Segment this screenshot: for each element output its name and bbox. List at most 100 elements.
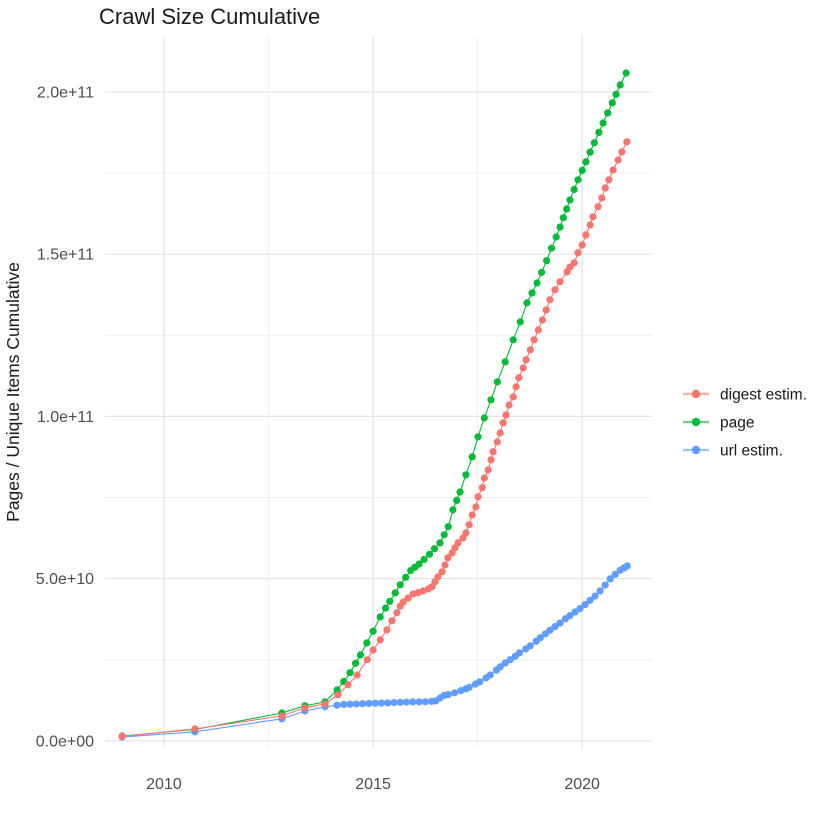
x-axis-tick-labels: 2010 2015 2020 (146, 776, 600, 793)
data-point (480, 474, 488, 482)
data-point (449, 506, 457, 514)
legend-item: page (683, 415, 754, 432)
legend-label: page (720, 415, 754, 432)
data-point (618, 148, 626, 156)
data-point (548, 244, 556, 252)
data-point (396, 581, 404, 589)
data-point (608, 99, 616, 107)
data-point (546, 296, 554, 304)
data-point (563, 205, 571, 213)
data-point (493, 438, 501, 446)
y-axis-label: Pages / Unique Items Cumulative (3, 262, 23, 522)
data-point (502, 411, 510, 419)
data-point (586, 596, 594, 604)
data-point (321, 700, 329, 708)
legend-label: digest estim. (720, 387, 807, 404)
data-point (388, 617, 396, 625)
x-tick-label: 2020 (564, 776, 600, 793)
data-point (516, 318, 524, 326)
data-point (551, 623, 559, 631)
chart-title: Crawl Size Cumulative (99, 4, 320, 29)
data-point (363, 639, 371, 647)
y-tick-label: 2.0e+11 (37, 84, 94, 101)
data-point (566, 612, 574, 620)
data-point (552, 233, 560, 241)
data-point (501, 358, 509, 366)
data-point (486, 671, 494, 679)
data-point (546, 626, 554, 634)
data-point (590, 139, 598, 147)
data-point (523, 299, 531, 307)
data-point (476, 678, 484, 686)
y-tick-label: 1.5e+11 (37, 247, 94, 264)
data-point (333, 701, 341, 709)
legend-key-point (691, 445, 701, 455)
data-point (359, 700, 367, 708)
data-point (571, 608, 579, 616)
data-point (340, 700, 348, 709)
data-point (586, 221, 594, 229)
data-point (596, 587, 604, 595)
data-point (278, 712, 286, 720)
data-point (468, 511, 476, 519)
data-point (605, 176, 613, 184)
x-tick-label: 2015 (355, 776, 391, 793)
data-point (444, 523, 452, 531)
data-point (512, 383, 520, 391)
data-point (390, 699, 398, 707)
data-point (384, 699, 392, 707)
data-point (582, 158, 590, 166)
data-point (365, 699, 373, 708)
data-point (556, 619, 564, 627)
data-point (468, 453, 476, 461)
data-point (493, 378, 501, 386)
data-point (421, 698, 429, 706)
data-point (599, 119, 607, 127)
y-tick-label: 0.0e+00 (36, 733, 94, 750)
data-point (616, 81, 624, 89)
data-point (515, 649, 524, 657)
data-point (420, 555, 428, 564)
data-point (606, 575, 614, 583)
data-point (586, 148, 594, 156)
data-point (489, 448, 497, 456)
data-point (551, 286, 559, 294)
data-point (430, 545, 439, 553)
data-point (454, 539, 462, 547)
data-point (578, 166, 586, 174)
data-point (415, 560, 423, 568)
data-point (409, 698, 417, 706)
data-point (402, 573, 410, 581)
data-point (118, 732, 126, 740)
data-point (191, 725, 199, 733)
data-point (570, 259, 578, 267)
legend-key-point (691, 417, 701, 427)
data-point (623, 562, 631, 570)
data-point (346, 669, 354, 677)
data-point (383, 626, 391, 634)
data-point (404, 594, 412, 602)
data-point (399, 598, 407, 606)
data-point (533, 279, 541, 287)
data-point (351, 659, 360, 667)
data-point (436, 539, 444, 547)
data-point (530, 336, 538, 344)
data-point (480, 414, 488, 422)
data-point (474, 433, 482, 441)
y-tick-label: 5.0e+10 (36, 571, 94, 588)
data-point (499, 419, 507, 427)
data-point (352, 700, 360, 708)
data-point (462, 471, 470, 479)
data-point (574, 249, 582, 257)
data-point (542, 306, 550, 314)
data-point (611, 570, 619, 579)
y-tick-label: 1.0e+11 (37, 409, 94, 426)
data-point (474, 493, 482, 501)
data-point (369, 646, 377, 654)
data-point (566, 196, 574, 204)
data-point (570, 185, 578, 194)
data-point (522, 356, 530, 364)
data-point (538, 316, 547, 324)
data-point (623, 138, 631, 146)
data-point (440, 531, 448, 539)
